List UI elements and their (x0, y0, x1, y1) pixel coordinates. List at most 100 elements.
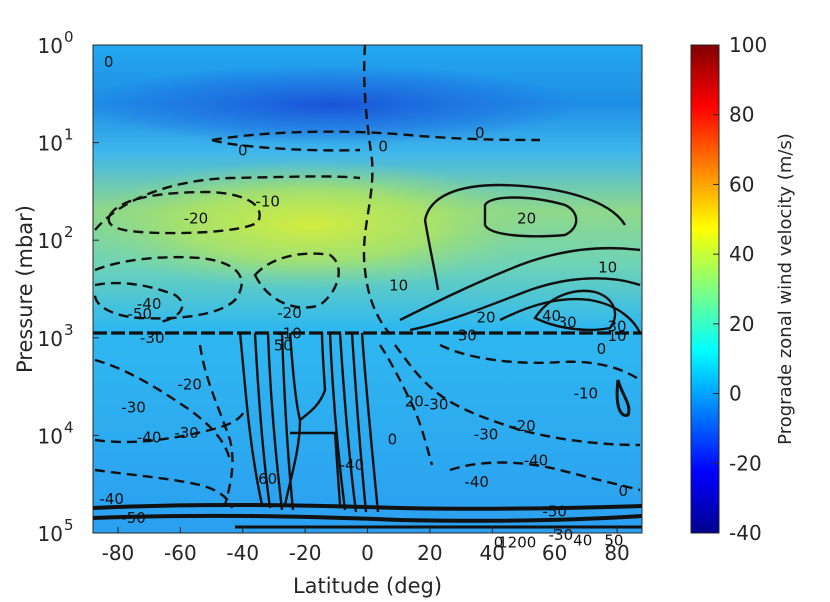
contour-10-north-stem (423, 219, 440, 291)
colorbar-ticks: -40 -20 0 20 40 60 80 100 (713, 33, 767, 545)
x-tick-label: 20 (417, 541, 442, 565)
contour-solid-band-center (283, 332, 342, 506)
colorbar-tick-label: 80 (729, 103, 754, 127)
colorbar-tick-label: 100 (729, 33, 767, 57)
contour-dashed-n-3 (439, 343, 641, 381)
colorbar-tick-label: 20 (729, 312, 754, 336)
x-tick-label: 40 (480, 541, 505, 565)
contour-solid-band-north (328, 332, 380, 513)
contour-dashed-n-1 (379, 344, 434, 466)
contour-label: 20 (517, 210, 536, 228)
contour-dashed-s-2 (94, 409, 247, 444)
contour-dashed-s-1 (94, 358, 232, 461)
contour-label: 30 (458, 327, 477, 345)
contour-label: 50 (274, 337, 293, 355)
contour-label: 40 (573, 532, 592, 550)
contour-label: -50 (128, 305, 153, 323)
contour-label: -30 (174, 424, 199, 442)
y-tick-exponent: 3 (64, 321, 74, 339)
contour-label: 0 (238, 141, 248, 159)
contour-label: -50 (121, 509, 146, 527)
contour-solid-band-south (238, 332, 295, 511)
contour-label: -40 (464, 473, 489, 491)
colorbar-tick-label: -20 (729, 451, 762, 475)
contour-20-north-lower (409, 277, 641, 332)
colorbar-tick-label: -40 (729, 521, 762, 545)
contour-label: 0 (104, 53, 114, 71)
contour-label: -30 (424, 395, 449, 413)
x-tick-label: 0 (361, 541, 374, 565)
y-tick-exponent: 5 (64, 516, 74, 534)
contour-bottom-band-2 (93, 513, 642, 523)
colorbar (690, 44, 720, 534)
contour-label: -40 (524, 451, 549, 469)
contour-label: -40 (340, 456, 365, 474)
heatmap-minimum (93, 65, 580, 145)
contour-label: 50 (604, 532, 623, 550)
contour-label: 0 (619, 482, 629, 500)
contour-label: 30 (607, 318, 626, 336)
y-tick-label: 10 (38, 424, 63, 448)
colorbar-tick-label: 60 (729, 172, 754, 196)
contour-zero-line (362, 45, 391, 335)
contour-label: -40 (99, 490, 124, 508)
contour-lines (93, 45, 642, 529)
colorbar-label: Prograde zonal wind velocity (m/s) (775, 133, 796, 445)
contour-label: 0 (388, 430, 398, 448)
y-tick-label: 10 (38, 34, 63, 58)
contour-label: 10 (607, 327, 626, 345)
y-tick-exponent: 0 (64, 28, 74, 46)
contour-label: -20 (277, 304, 302, 322)
contour-label: -10 (277, 324, 302, 342)
contour-dashed-s-4 (198, 344, 234, 506)
contour-zero-top-lower (211, 138, 361, 152)
contour-label: -20 (177, 375, 202, 393)
contour-label: -30 (121, 399, 146, 417)
x-tick-label: -80 (102, 541, 135, 565)
contour-minus20-south (107, 190, 261, 235)
contour-label: -40 (137, 428, 162, 446)
y-tick-exponent: 1 (64, 126, 74, 144)
x-tick-label: -60 (164, 541, 197, 565)
colorbar-tick-label: 0 (729, 382, 742, 406)
contour-label: -50 (542, 502, 567, 520)
y-tick-label: 10 (38, 229, 63, 253)
y-axis-label: Pressure (mbar) (13, 205, 37, 373)
contour-label: -10 (255, 192, 280, 210)
contour-label: 0 (494, 533, 504, 551)
contour-label: -20 (184, 210, 209, 228)
x-tick-label: 80 (604, 541, 629, 565)
contour-label: 10 (598, 258, 617, 276)
x-axis: -80 -60 -40 -20 0 20 40 60 80 (102, 527, 630, 565)
x-tick-label: 60 (542, 541, 567, 565)
y-tick-exponent: 4 (64, 418, 74, 436)
y-tick-exponent: 2 (64, 223, 74, 241)
contour-label: 60 (258, 470, 277, 488)
contour-label: 40 (542, 307, 561, 325)
x-tick-label: -40 (226, 541, 259, 565)
contour-dashed-s-3 (94, 468, 234, 509)
contour-label: 0 (378, 138, 388, 156)
contour-label: 10 (389, 276, 408, 294)
heatmap-maximum (93, 160, 540, 290)
contour-label: -40 (137, 295, 162, 313)
contour-10-north-lower (399, 246, 641, 322)
contour-label: 30 (558, 314, 577, 332)
contour-label: -30 (474, 426, 499, 444)
contour-minus10-south (94, 175, 361, 231)
contour-dashed-n-2 (394, 344, 641, 447)
contour-small-closed (615, 379, 631, 417)
contour-20-north (483, 196, 578, 238)
contour-label: -20 (511, 417, 536, 435)
contour-minus40-south (93, 255, 243, 320)
contour-label: -30 (140, 329, 165, 347)
contour-10-north-cap (423, 183, 627, 226)
contour-zero-top (211, 130, 541, 142)
contour-bottom-band-1 (93, 502, 642, 511)
y-tick-label: 10 (38, 327, 63, 351)
y-tick-label: 10 (38, 522, 63, 546)
contour-label: 0 (597, 340, 607, 358)
x-tick-label: -20 (289, 541, 322, 565)
